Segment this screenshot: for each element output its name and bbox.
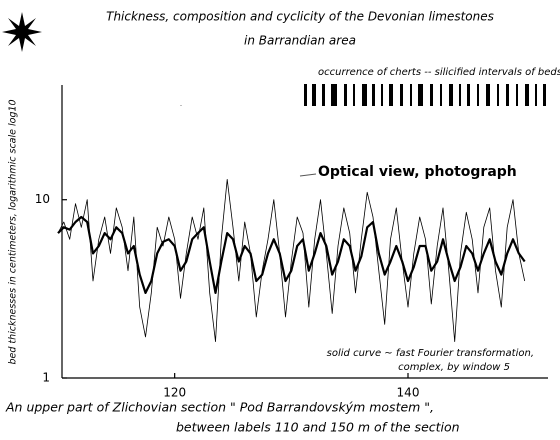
photograph — [178, 62, 300, 184]
caption: An upper part of Zlichovian section " Po… — [5, 400, 434, 415]
y-tick-label: 1 — [42, 371, 50, 385]
star-icon — [2, 12, 42, 52]
title: Thickness, composition and cyclicity of … — [106, 10, 494, 24]
annotation: Optical view, photograph — [318, 164, 517, 180]
caption: between labels 110 and 150 m of the sect… — [176, 420, 460, 435]
annotation: solid curve ~ fast Fourier transformatio… — [327, 348, 534, 359]
x-tick-label: 120 — [163, 386, 186, 400]
annotation: occurrence of cherts -- silicified inter… — [318, 67, 560, 78]
annotation: complex, by window 5 — [398, 362, 510, 373]
chart: Thickness, composition and cyclicity of … — [0, 0, 560, 440]
y-tick-label: 10 — [35, 192, 50, 206]
title: in Barrandian area — [244, 34, 356, 48]
x-tick-label: 140 — [397, 386, 420, 400]
y-axis-label: bed thicknesses in centimeters, logarith… — [8, 99, 19, 364]
